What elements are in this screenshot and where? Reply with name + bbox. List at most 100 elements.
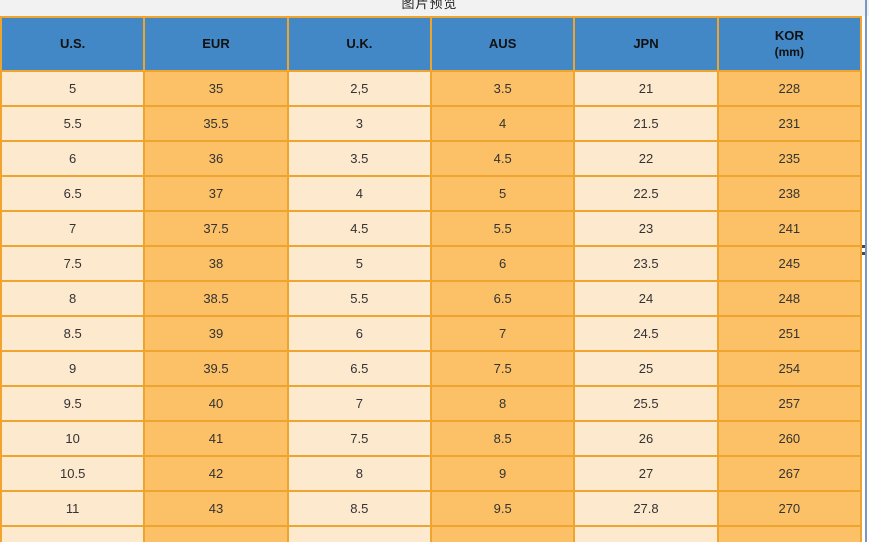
table-row: 9.5 40 7 8 25.5 257: [0, 385, 862, 422]
cell: 9.5: [0, 385, 146, 422]
cell: 254: [716, 350, 862, 387]
cell: 27.8: [573, 490, 719, 527]
cell: 22: [573, 140, 719, 177]
cell: 23: [573, 210, 719, 247]
cell: 27: [573, 455, 719, 492]
table-row: 5.5 35.5 3 4 21.5 231: [0, 105, 862, 142]
table-row: 10 41 7.5 8.5 26 260: [0, 420, 862, 457]
cell: 7: [286, 385, 432, 422]
cell: 22.5: [573, 175, 719, 212]
cell: 5.5: [286, 280, 432, 317]
column-header: KOR (mm): [716, 16, 862, 72]
shoe-size-conversion-table: U.S. EUR U.K. AUS JPN KOR (mm) 5 35 2,5 3.5 21 228 5…: [0, 16, 862, 542]
cell: 36: [143, 140, 289, 177]
cell: 260: [716, 420, 862, 457]
cell: 9.5: [429, 490, 576, 527]
cell: 3: [286, 105, 432, 142]
cell: 2,5: [286, 70, 432, 107]
cell: 241: [716, 210, 862, 247]
table-row: 5 35 2,5 3.5 21 228: [0, 70, 862, 107]
cell: 267: [716, 455, 862, 492]
cell: 7.5: [286, 420, 432, 457]
cell: [286, 525, 432, 542]
cell: 3.5: [429, 70, 576, 107]
column-header: EUR: [143, 16, 289, 72]
cell: 5: [286, 245, 432, 282]
cell: 21.5: [573, 105, 719, 142]
cell: 24.5: [573, 315, 719, 352]
cell: 25.5: [573, 385, 719, 422]
cell: [143, 525, 289, 542]
cell: 10.5: [0, 455, 146, 492]
cell: 6: [0, 140, 146, 177]
column-header: U.K.: [286, 16, 432, 72]
table-row: [0, 525, 862, 542]
cell: 9: [0, 350, 146, 387]
column-header-label: EUR: [202, 36, 230, 51]
cell: 37.5: [143, 210, 289, 247]
cell: 8: [429, 385, 576, 422]
cell: 38: [143, 245, 289, 282]
panel-edge-line: [865, 0, 867, 542]
cell: 5.5: [0, 105, 146, 142]
column-header: JPN: [573, 16, 719, 72]
cell: 39.5: [143, 350, 289, 387]
column-header: U.S.: [0, 16, 146, 72]
cell: 4.5: [429, 140, 576, 177]
cell: 251: [716, 315, 862, 352]
cell: 231: [716, 105, 862, 142]
cell: 35: [143, 70, 289, 107]
cell: 8.5: [0, 315, 146, 352]
table-row: 11 43 8.5 9.5 27.8 270: [0, 490, 862, 527]
cell: 8: [286, 455, 432, 492]
table-row: 8 38.5 5.5 6.5 24 248: [0, 280, 862, 317]
cell: 6: [286, 315, 432, 352]
table-header: U.S. EUR U.K. AUS JPN KOR (mm): [0, 16, 862, 72]
cell: 7.5: [0, 245, 146, 282]
table-row: 6 36 3.5 4.5 22 235: [0, 140, 862, 177]
cell: 23.5: [573, 245, 719, 282]
table-row: 8.5 39 6 7 24.5 251: [0, 315, 862, 352]
cell: 8: [0, 280, 146, 317]
cell: 11: [0, 490, 146, 527]
column-header-sublabel: (mm): [774, 45, 804, 59]
cell: 41: [143, 420, 289, 457]
cell: 8.5: [286, 490, 432, 527]
cell: 4: [286, 175, 432, 212]
cell: 245: [716, 245, 862, 282]
cell: 42: [143, 455, 289, 492]
cell: 35.5: [143, 105, 289, 142]
cell: 4: [429, 105, 576, 142]
table-body: 5 35 2,5 3.5 21 228 5.5 35.5 3 4 21.5 231 6 36 3.5 4.5 2…: [0, 70, 862, 542]
cell: 24: [573, 280, 719, 317]
cell: [573, 525, 719, 542]
column-header-label: U.K.: [346, 36, 373, 51]
column-header: AUS: [429, 16, 576, 72]
cell: 26: [573, 420, 719, 457]
preview-titlebar: 图片预览: [0, 0, 869, 16]
cell: 6.5: [0, 175, 146, 212]
column-header-label: KOR: [774, 28, 804, 43]
cell: 39: [143, 315, 289, 352]
cell: [716, 525, 862, 542]
cell: 248: [716, 280, 862, 317]
cell: 25: [573, 350, 719, 387]
cell: 4.5: [286, 210, 432, 247]
cell: 37: [143, 175, 289, 212]
cell: 5: [429, 175, 576, 212]
cell: 5: [0, 70, 146, 107]
cell: 257: [716, 385, 862, 422]
column-header-label: JPN: [633, 36, 659, 51]
cell: 7: [429, 315, 576, 352]
cell: 8.5: [429, 420, 576, 457]
clipped-edge-artifact: [862, 252, 865, 255]
cell: 6.5: [286, 350, 432, 387]
table-row: 7.5 38 5 6 23.5 245: [0, 245, 862, 282]
cell: 7: [0, 210, 146, 247]
panel-right-gutter: [862, 0, 869, 542]
table-row: 9 39.5 6.5 7.5 25 254: [0, 350, 862, 387]
column-header-label: U.S.: [60, 36, 86, 51]
cell: 228: [716, 70, 862, 107]
cell: 238: [716, 175, 862, 212]
cell: 6: [429, 245, 576, 282]
